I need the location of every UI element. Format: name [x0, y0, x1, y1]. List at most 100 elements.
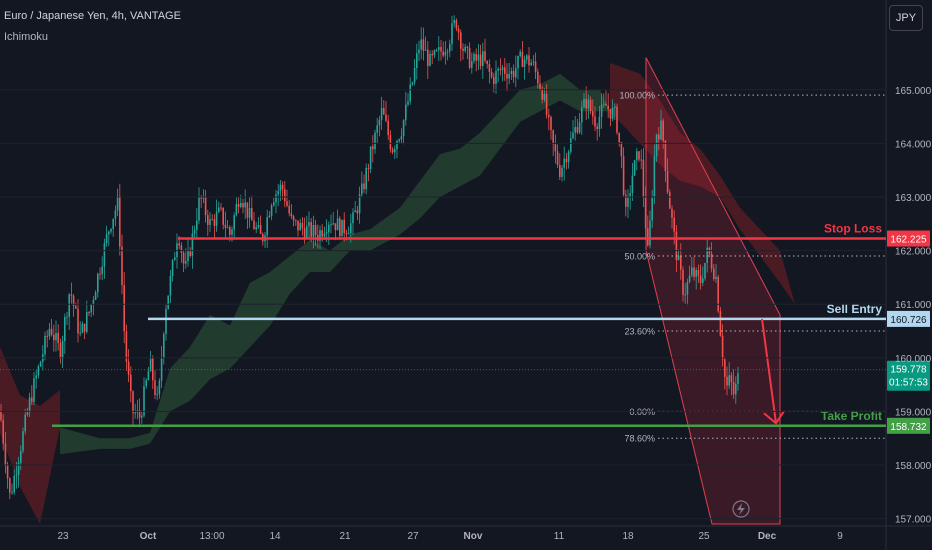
candle-body	[526, 55, 528, 60]
candle-body	[475, 54, 477, 61]
candle-body	[398, 139, 400, 142]
candle-body	[466, 46, 469, 48]
x-tick-label: 9	[837, 531, 843, 542]
candle-body	[724, 359, 726, 377]
candle-body	[693, 267, 695, 277]
candle-body	[97, 273, 99, 293]
candle-body	[132, 391, 134, 414]
candle-body	[625, 194, 627, 207]
candle-body	[46, 335, 48, 337]
candle-body	[669, 192, 671, 209]
candle-body	[266, 216, 268, 236]
arrow-head[interactable]	[763, 410, 785, 425]
candle-body	[642, 159, 645, 198]
candle-body	[440, 47, 442, 52]
projection-arrow[interactable]	[761, 318, 785, 425]
y-tick-label: 158.000	[895, 461, 932, 472]
candle-body	[662, 120, 664, 141]
candle-body	[455, 19, 458, 29]
candle-body	[352, 212, 354, 224]
candle-body	[64, 317, 66, 342]
candle-body	[587, 99, 590, 109]
candle-body	[31, 397, 33, 402]
candle-body	[402, 120, 405, 137]
candle-body	[334, 223, 337, 231]
candle-body	[81, 323, 84, 333]
y-tick-label: 164.000	[895, 139, 932, 150]
candle-body	[453, 19, 455, 24]
candle-body	[565, 158, 568, 163]
candle-body	[614, 106, 616, 108]
currency-button[interactable]: JPY	[889, 5, 923, 31]
candle-body	[233, 215, 235, 230]
candle-body	[633, 160, 636, 176]
candle-body	[15, 474, 18, 476]
candle-body	[125, 331, 128, 362]
x-tick-label: 18	[622, 531, 634, 542]
price-tag	[887, 310, 930, 327]
candle-body	[409, 84, 411, 102]
candle-body	[369, 146, 372, 169]
candle-body	[251, 208, 253, 221]
candle-body	[609, 108, 612, 119]
candle-body	[460, 32, 462, 49]
cloud-bearish-left	[0, 347, 60, 524]
candle-body	[427, 49, 429, 66]
candle-body	[165, 308, 167, 334]
candle-body	[640, 159, 642, 161]
price-tag-label: 158.732	[890, 422, 927, 433]
lightning-marker[interactable]	[732, 500, 750, 518]
candle-body	[532, 61, 535, 63]
candle-body	[572, 132, 574, 139]
candle-body	[218, 207, 220, 212]
candle-body	[477, 54, 480, 61]
lightning-icon[interactable]	[732, 500, 750, 518]
candle-body	[145, 380, 147, 387]
candle-body	[301, 222, 304, 229]
candle-body	[75, 306, 77, 309]
candle-body	[686, 281, 689, 295]
candle-body	[83, 323, 86, 332]
indicator-label[interactable]: Ichimoku	[4, 31, 49, 43]
candle-body	[429, 53, 431, 66]
candle-body	[563, 158, 565, 168]
candle-body	[508, 73, 510, 79]
candle-body	[11, 492, 13, 494]
candle-body	[57, 332, 59, 343]
candle-body	[88, 311, 90, 313]
candle-body	[490, 71, 493, 77]
candle-body	[554, 144, 557, 152]
candle-body	[163, 333, 165, 358]
candle-body	[297, 220, 299, 231]
price-axis[interactable]: 157.000 158.000 159.000 160.000 161.000 162.0…	[0, 86, 932, 526]
candle-body	[644, 197, 647, 229]
time-axis[interactable]: 23 Oct 13:00 14 21 27 Nov 11 18 25 Dec 9	[57, 531, 843, 542]
candle-body	[413, 67, 416, 83]
candle-body	[658, 134, 660, 140]
candle-body	[673, 217, 675, 232]
candle-body	[660, 120, 662, 140]
candle-body	[325, 232, 328, 234]
candle-body	[48, 328, 51, 337]
candle-body	[493, 76, 495, 84]
y-tick-label: 163.000	[895, 193, 932, 204]
candle-body	[570, 138, 572, 152]
trade-level-label: Sell Entry	[827, 302, 883, 316]
candle-body	[90, 304, 92, 313]
y-tick-label: 161.000	[895, 300, 932, 311]
cloud-bullish	[60, 73, 610, 455]
candle-body	[343, 219, 345, 234]
candle-body	[37, 366, 40, 376]
arrow-shaft[interactable]	[761, 318, 777, 424]
y-tick-label: 159.000	[895, 407, 932, 418]
candle-body	[607, 105, 609, 109]
candle-body	[169, 276, 172, 296]
candle-body	[358, 194, 361, 214]
candle-body	[257, 225, 260, 228]
candle-body	[202, 197, 205, 199]
candle-body	[627, 196, 629, 207]
trade-levels[interactable]: Stop Loss 162.225 Sell Entry 160.726 Take Pr…	[0, 222, 930, 434]
candle-body	[235, 204, 238, 216]
candle-body	[187, 249, 189, 262]
